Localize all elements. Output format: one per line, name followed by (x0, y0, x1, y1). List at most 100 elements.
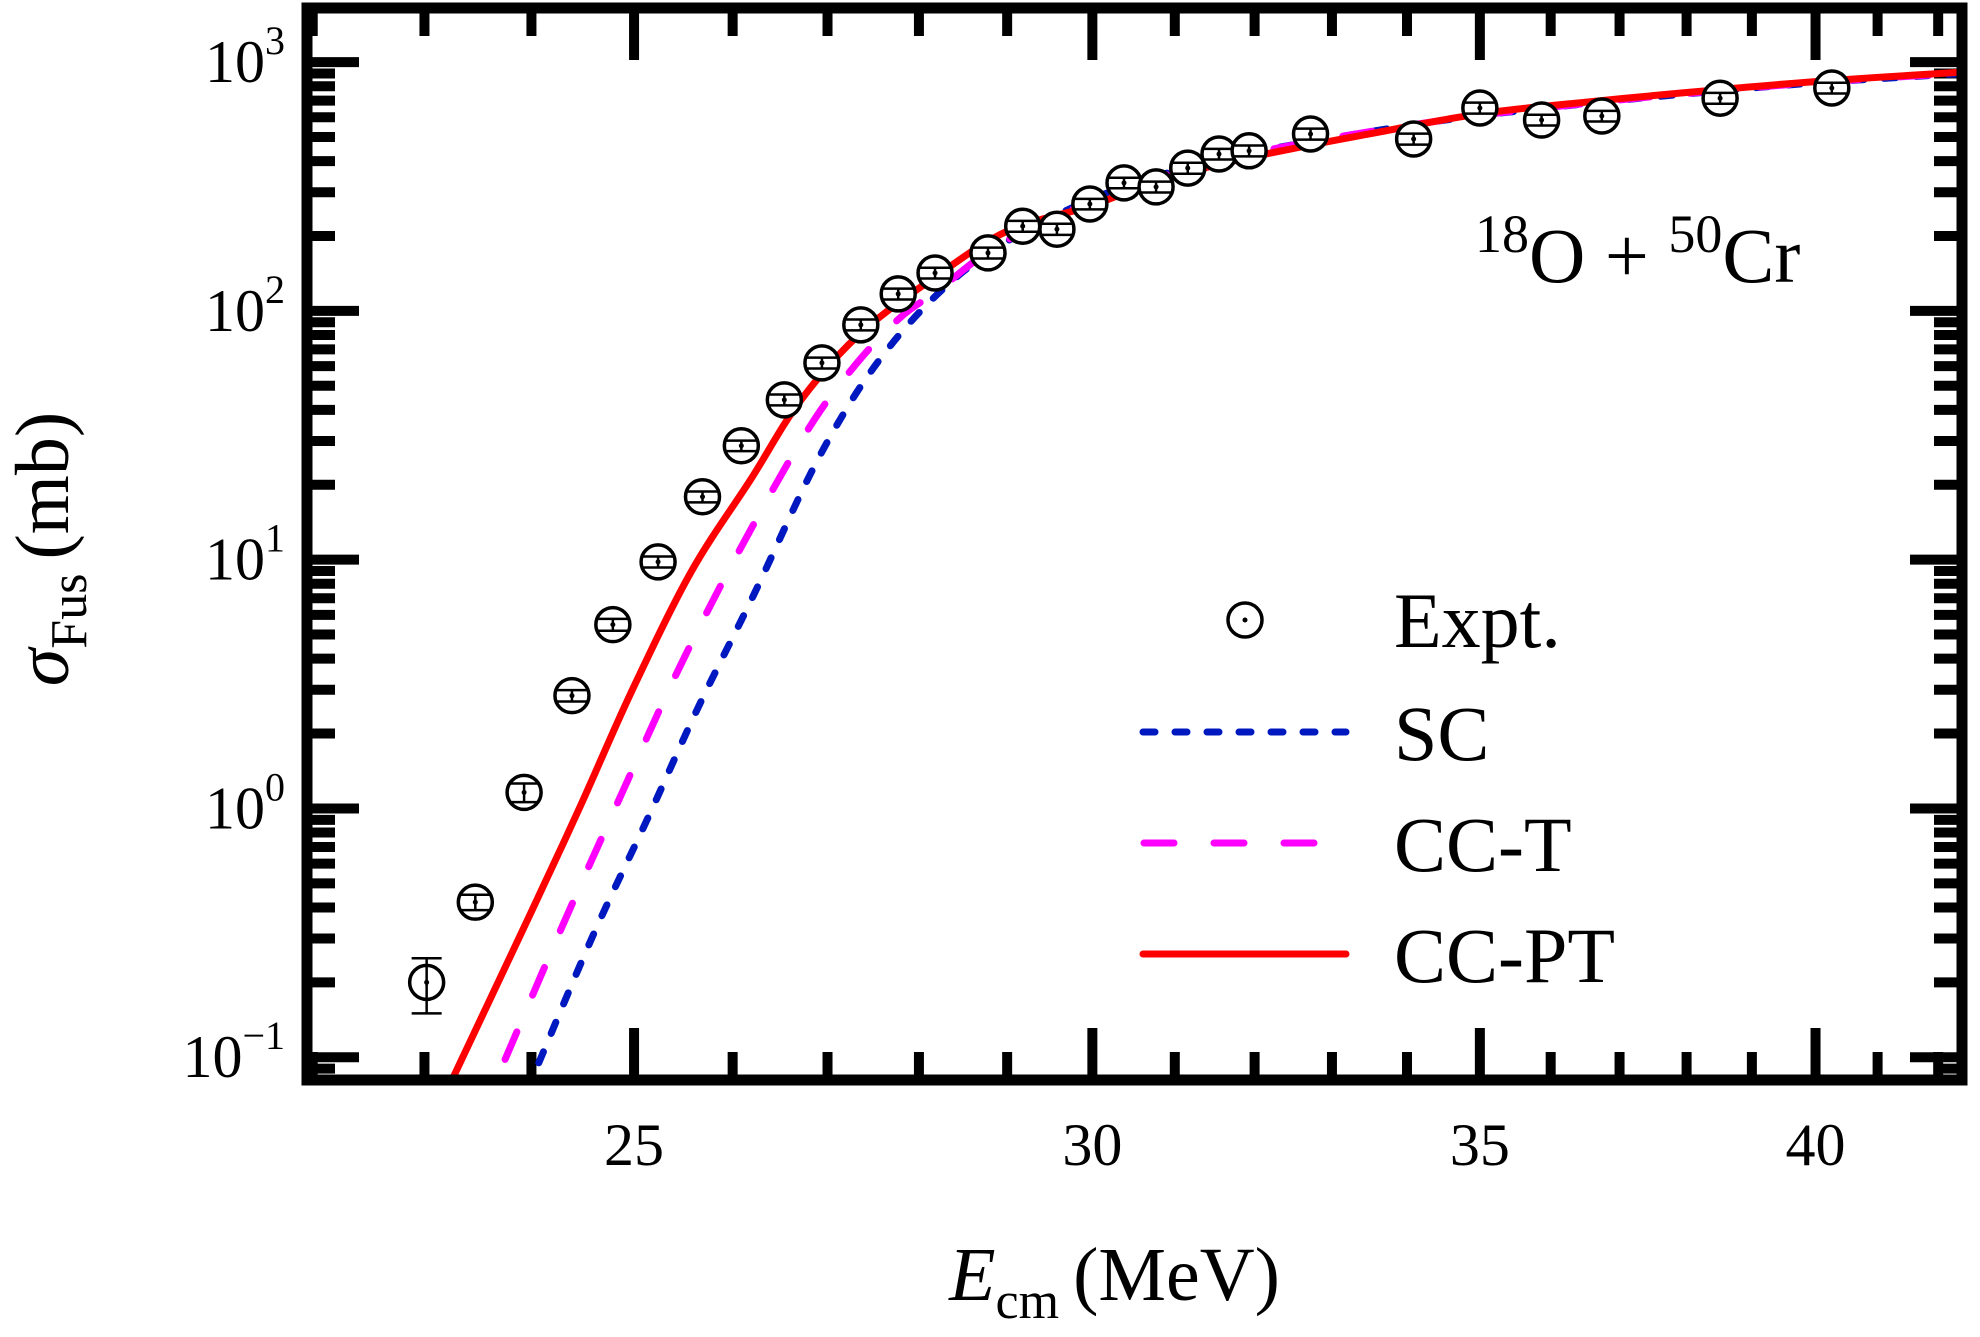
point-center-dot (1185, 165, 1191, 171)
data-point (765, 381, 804, 419)
y-tick-label-exp: 1 (265, 516, 285, 561)
data-point (1038, 210, 1076, 248)
y-tick-label-exp: 0 (265, 764, 285, 809)
data-point (1200, 135, 1238, 173)
point-center-dot (819, 360, 825, 366)
annotation-target: Cr (1722, 212, 1800, 299)
annotation-projectile: O (1529, 212, 1585, 299)
data-point (722, 427, 761, 465)
y-tick-label-base: 10 (182, 1024, 242, 1090)
data-point (842, 306, 880, 344)
point-center-dot (1087, 201, 1093, 207)
point-center-dot (895, 291, 901, 297)
data-point (879, 275, 917, 313)
point-center-dot (1054, 226, 1060, 232)
y-tick-label-base: 10 (205, 527, 265, 593)
data-point (683, 478, 722, 516)
data-point (1230, 132, 1268, 170)
data-point (1394, 120, 1433, 158)
point-center-dot (1121, 180, 1127, 186)
legend-item-cct: CC-T (1140, 801, 1572, 888)
point-center-dot (1477, 105, 1483, 111)
legend-label-cct: CC-T (1394, 801, 1572, 888)
point-center-dot (858, 322, 864, 328)
point-center-dot (472, 899, 478, 905)
data-point (456, 883, 495, 921)
data-point (553, 676, 591, 715)
data-point (969, 234, 1007, 272)
data-point (1701, 79, 1739, 117)
point-center-dot (521, 789, 527, 795)
data-point (1071, 185, 1109, 223)
data-point (916, 254, 954, 292)
annotation-sup-target: 50 (1668, 204, 1722, 264)
data-point (594, 605, 632, 644)
x-axis-label: Ecm (MeV) (948, 1233, 1280, 1330)
x-tick-label: 25 (604, 1112, 664, 1178)
y-tick-label-exp: −1 (242, 1013, 285, 1058)
y-tick-label: 10−1 (182, 1013, 285, 1090)
y-axis-label-sub: Fus (41, 574, 98, 649)
y-tick-label-base: 10 (205, 29, 265, 95)
point-center-dot (1539, 117, 1545, 123)
y-axis-label: σFus (mb) (1, 412, 98, 686)
data-point (1583, 97, 1621, 135)
point-center-dot (1153, 184, 1159, 190)
experimental-points (407, 69, 1851, 1015)
point-center-dot (1717, 95, 1723, 101)
x-tick-label: 40 (1786, 1112, 1846, 1178)
point-center-dot (985, 250, 991, 256)
x-axis-label-unit: (MeV) (1073, 1233, 1280, 1317)
legend-item-ccpt: CC-PT (1139, 912, 1615, 999)
point-center-dot (738, 443, 744, 449)
y-tick-label: 103 (205, 18, 285, 95)
point-center-dot (655, 559, 661, 565)
point-center-dot (424, 979, 430, 985)
series-line-sc (535, 70, 1962, 1067)
legend-label-sc: SC (1394, 690, 1489, 777)
annotation-plus: + (1585, 212, 1668, 299)
point-center-dot (569, 693, 575, 699)
data-point (1461, 89, 1499, 127)
y-tick-label-exp: 2 (265, 267, 285, 312)
data-point (1813, 69, 1851, 107)
y-axis-label-main: σ (1, 646, 85, 686)
data-point (407, 956, 446, 1015)
annotation-sup-projectile: 18 (1475, 204, 1529, 264)
y-tick-label-base: 10 (205, 278, 265, 344)
point-center-dot (1599, 113, 1605, 119)
point-center-dot (610, 622, 616, 628)
legend-marker-dot (1242, 617, 1248, 623)
point-center-dot (699, 494, 705, 500)
data-point (803, 344, 841, 382)
y-tick-label-base: 10 (205, 775, 265, 841)
x-tick-label: 30 (1062, 1112, 1122, 1178)
data-point (1291, 115, 1330, 153)
data-point (1105, 164, 1143, 202)
legend: Expt. SC CC-T CC-PT (1139, 577, 1615, 999)
legend-label-ccpt: CC-PT (1394, 912, 1615, 999)
data-point (639, 543, 677, 581)
point-center-dot (1308, 131, 1314, 137)
x-tick-label: 35 (1450, 1112, 1510, 1178)
data-point (1137, 168, 1175, 206)
point-center-dot (781, 397, 787, 403)
reaction-annotation: 18O + 50Cr (1475, 204, 1800, 299)
point-center-dot (932, 270, 938, 276)
data-point (1003, 207, 1042, 245)
legend-item-sc: SC (1139, 690, 1489, 777)
point-center-dot (1246, 148, 1252, 154)
y-axis-label-unit: (mb) (1, 412, 85, 560)
point-center-dot (1829, 85, 1835, 91)
y-tick-label: 101 (205, 516, 285, 593)
plot-frame (301, 2, 1968, 1086)
legend-item-expt: Expt. (1226, 577, 1561, 664)
y-tick-label: 102 (205, 267, 285, 344)
point-center-dot (1020, 223, 1026, 229)
data-point (505, 773, 543, 812)
x-axis-label-sub: cm (996, 1273, 1060, 1330)
point-center-dot (1216, 151, 1222, 157)
x-axis-label-main: E (948, 1233, 995, 1317)
